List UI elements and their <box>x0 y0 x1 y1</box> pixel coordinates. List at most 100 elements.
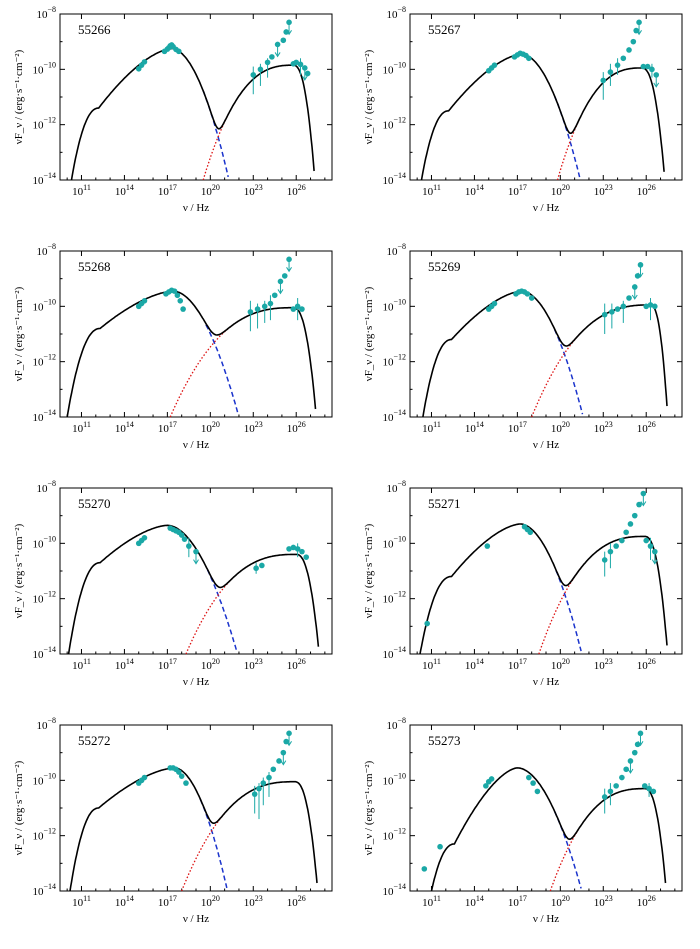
data-point <box>286 546 292 552</box>
y-tick-label: 10−14 <box>32 408 56 424</box>
data-point <box>650 788 657 795</box>
data-point <box>271 292 278 299</box>
data-point <box>171 288 178 294</box>
y-tick-label: 10−14 <box>382 882 406 898</box>
x-tick-label: 1014 <box>115 420 134 435</box>
data-point <box>176 48 182 55</box>
data-point <box>524 291 531 297</box>
data-point <box>266 774 272 781</box>
sed-panel-55270: 1011 1014 1017 1020 1023 1026 10−8 10−10 10−12 10… <box>0 474 350 711</box>
y-tick-label: 10−12 <box>382 353 406 369</box>
data-point <box>302 65 308 71</box>
y-tick-label: 10−10 <box>32 534 56 550</box>
data-point <box>251 791 258 797</box>
data-point <box>619 537 625 544</box>
x-tick-label: 1023 <box>594 894 613 909</box>
x-tick-label: 1014 <box>115 894 134 909</box>
x-tick-label: 1011 <box>422 183 441 198</box>
x-tick-label: 1014 <box>465 894 484 909</box>
data-point <box>634 741 641 748</box>
y-tick-label: 10−12 <box>32 827 56 843</box>
y-tick-label: 10−12 <box>32 590 56 606</box>
upper-limit-arrow <box>277 289 284 295</box>
data-point <box>176 769 182 775</box>
y-tick-label: 10−12 <box>32 116 56 132</box>
data-point <box>141 535 148 541</box>
x-tick-label: 1014 <box>465 183 484 198</box>
x-tick-label: 1020 <box>551 420 570 435</box>
data-point <box>290 306 297 312</box>
data-point <box>652 548 658 555</box>
sed-chart: 1011 1014 1017 1020 1023 1026 10−8 10−10 10−12 10… <box>13 479 333 688</box>
y-tick-label: 10−8 <box>36 5 56 21</box>
x-tick-label: 1017 <box>508 420 527 435</box>
ssc-curve <box>556 118 581 181</box>
data-point <box>637 730 644 737</box>
panel-title: 55273 <box>428 733 461 748</box>
data-point <box>437 843 443 850</box>
x-tick-label: 1020 <box>551 894 570 909</box>
data-point <box>269 54 275 60</box>
sed-panel-55268: 1011 1014 1017 1020 1023 1026 10−8 10−10 10−12 10… <box>0 237 350 474</box>
data-point <box>653 72 660 78</box>
data-point <box>421 866 428 872</box>
data-point <box>260 780 267 786</box>
total-model-curve <box>66 290 317 418</box>
data-point <box>303 554 310 560</box>
plot-frame <box>409 13 683 181</box>
data-point <box>290 544 297 551</box>
panel-title: 55268 <box>78 259 111 274</box>
synchrotron-curve <box>553 95 581 178</box>
data-point <box>141 774 148 781</box>
data-point <box>627 758 634 764</box>
plot-frame <box>59 724 333 892</box>
x-tick-label: 1026 <box>637 657 656 672</box>
data-point <box>180 306 186 312</box>
x-axis-label: ν / Hz <box>183 202 209 214</box>
data-point <box>484 543 491 549</box>
y-axis-label: νF_ν / (erg·s⁻¹·cm⁻²) <box>363 49 375 144</box>
x-axis-label: ν / Hz <box>183 439 209 451</box>
x-tick-label: 1014 <box>115 657 134 672</box>
x-tick-label: 1017 <box>508 183 527 198</box>
y-tick-label: 10−10 <box>382 297 406 313</box>
ssc-curve <box>181 812 226 892</box>
x-tick-label: 1026 <box>287 894 306 909</box>
total-model-curve <box>419 523 668 655</box>
upper-limit-arrow <box>301 75 308 81</box>
data-point <box>614 62 621 68</box>
upper-limit-arrow <box>193 559 199 565</box>
data-point <box>294 546 301 552</box>
x-tick-label: 1020 <box>551 183 570 198</box>
ssc-curve <box>169 325 232 418</box>
data-point <box>643 537 650 544</box>
y-tick-label: 10−8 <box>386 5 406 21</box>
x-tick-label: 1020 <box>201 420 220 435</box>
data-point <box>177 298 184 304</box>
data-point <box>141 59 148 65</box>
x-axis-label: ν / Hz <box>183 676 209 688</box>
y-axis-label: νF_ν / (erg·s⁻¹·cm⁻²) <box>13 760 25 855</box>
data-point <box>613 783 619 789</box>
data-point <box>186 543 192 549</box>
data-point <box>283 29 289 35</box>
data-point <box>649 66 655 73</box>
x-tick-label: 1026 <box>287 183 306 198</box>
data-point <box>647 302 654 308</box>
data-point <box>613 543 619 549</box>
data-point <box>178 532 185 538</box>
data-point <box>261 303 268 310</box>
x-tick-label: 1026 <box>287 657 306 672</box>
data-point <box>526 55 532 62</box>
data-point <box>634 273 641 279</box>
synchrotron-curve <box>555 570 582 652</box>
x-tick-label: 1020 <box>201 894 220 909</box>
x-axis-label: ν / Hz <box>183 913 209 925</box>
y-axis-label: νF_ν / (erg·s⁻¹·cm⁻²) <box>363 286 375 381</box>
y-tick-label: 10−12 <box>382 116 406 132</box>
sed-chart: 1011 1014 1017 1020 1023 1026 10−8 10−10 10−12 10… <box>13 716 333 925</box>
data-point <box>601 794 608 800</box>
data-point <box>183 780 189 786</box>
sed-chart: 1011 1014 1017 1020 1023 1026 10−8 10−10 10−12 10… <box>363 479 683 688</box>
y-tick-label: 10−8 <box>36 716 56 732</box>
